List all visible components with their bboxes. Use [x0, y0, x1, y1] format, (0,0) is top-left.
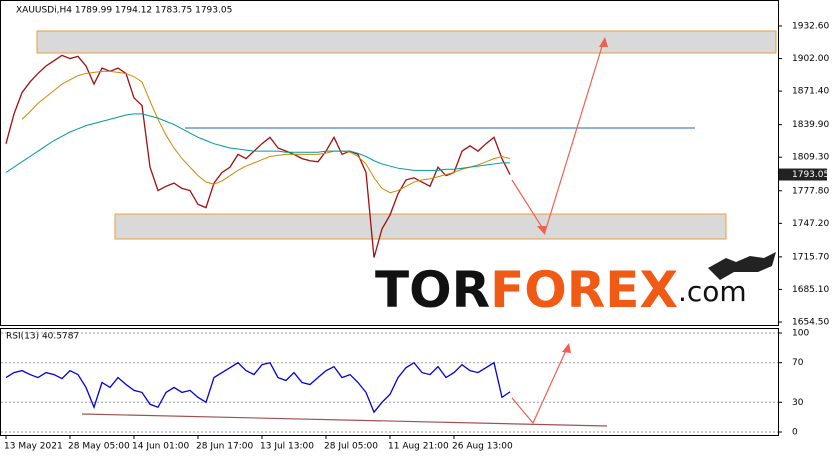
y-tick-label: 1654.50 [792, 318, 829, 328]
y-tick-label: 100 [792, 329, 809, 339]
series-line [5, 113, 510, 173]
last-price-box [779, 168, 827, 181]
arrow-head [599, 37, 608, 47]
x-tick-label: 14 Jun 01:00 [132, 442, 189, 452]
y-tick-label: 1747.20 [792, 219, 829, 229]
y-tick-label: 1839.90 [792, 120, 829, 130]
y-tick-label: 0 [792, 428, 798, 438]
x-tick-label: 13 Jul 13:00 [260, 442, 314, 452]
logo-part: .com [678, 275, 747, 308]
x-tick-label: 26 Aug 13:00 [452, 442, 513, 452]
y-tick-label: 1871.40 [792, 87, 829, 97]
x-tick-label: 28 May 05:00 [68, 442, 130, 452]
logo-part: FOREX [490, 261, 678, 319]
arrow-head [562, 343, 571, 353]
y-tick-label: 1777.80 [792, 186, 829, 196]
y-tick-label: 1715.70 [792, 252, 829, 262]
series-line [5, 54, 511, 258]
x-tick-label: 11 Aug 21:00 [388, 442, 449, 452]
rsi-header: RSI(13) 40.5787 [6, 332, 79, 342]
resistance-zone [36, 30, 777, 54]
x-tick-label: 28 Jun 17:00 [196, 442, 253, 452]
rsi-trendline [81, 413, 608, 427]
y-tick-label: 1685.10 [792, 285, 829, 295]
rsi-forecast [511, 345, 569, 425]
logo-part: TOR [375, 261, 490, 319]
y-tick-label: 1902.00 [792, 54, 829, 64]
y-tick-label: 1809.30 [792, 153, 829, 163]
y-tick-label: 30 [792, 398, 804, 408]
series-line [21, 70, 511, 194]
logo: TORFOREX.com [375, 261, 747, 319]
logo-bull [708, 252, 776, 280]
x-tick-label: 28 Jul 05:00 [324, 442, 378, 452]
y-tick-label: 70 [792, 358, 804, 368]
x-tick-label: 13 May 2021 [4, 442, 63, 452]
price-header: XAUUSDi,H4 1789.99 1794.12 1783.75 1793.… [16, 6, 232, 16]
series-line [5, 361, 511, 414]
price-panel [0, 0, 779, 326]
y-tick-label: 1932.60 [792, 21, 829, 31]
support-zone [114, 213, 727, 240]
last-price-label: 1793.05 [792, 170, 829, 180]
arrow-head [537, 226, 546, 235]
